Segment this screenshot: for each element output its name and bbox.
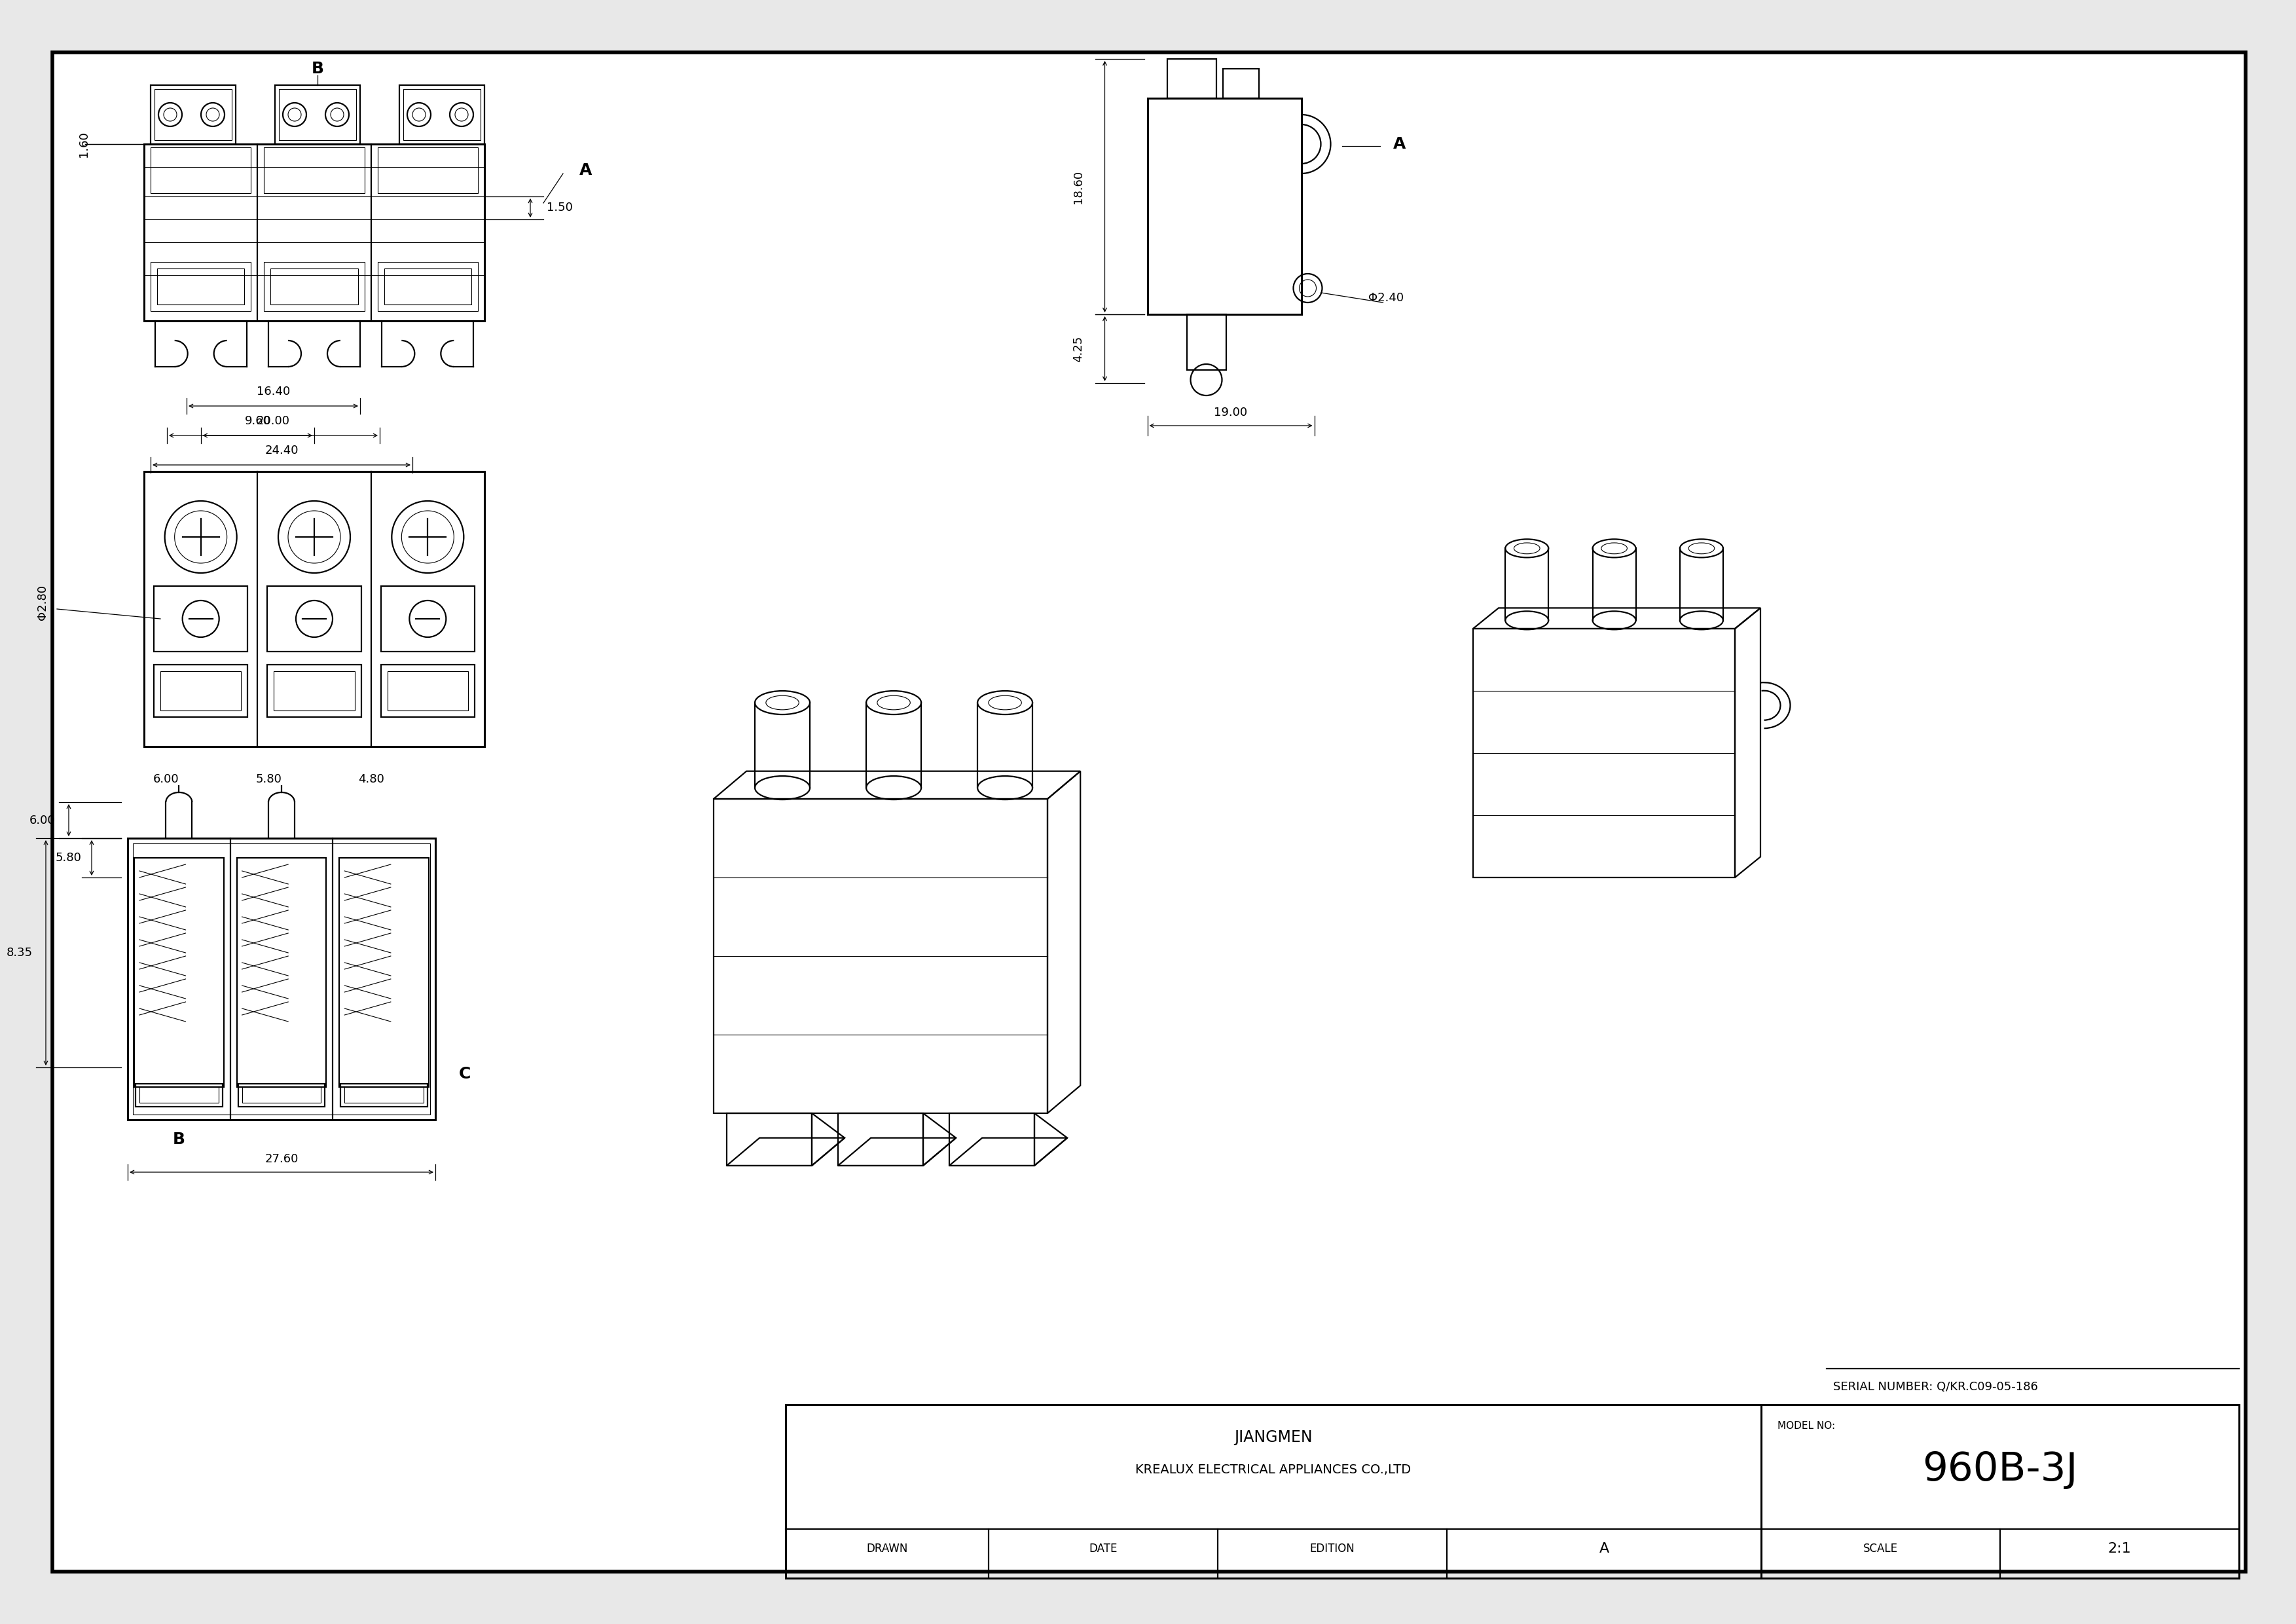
Bar [154, 586, 248, 651]
Bar [785, 1405, 2239, 1579]
Text: 24.40: 24.40 [264, 445, 298, 456]
Bar [236, 857, 326, 1086]
Text: EDITION: EDITION [1309, 1543, 1355, 1554]
Text: JIANGMEN: JIANGMEN [1235, 1429, 1313, 1445]
Text: A: A [1598, 1543, 1609, 1556]
Bar [271, 268, 358, 305]
Bar [239, 1083, 326, 1106]
Bar [388, 671, 468, 711]
Text: 1.50: 1.50 [546, 201, 572, 214]
Text: 2:1: 2:1 [2108, 1543, 2131, 1556]
Bar [381, 664, 475, 718]
Text: A: A [579, 162, 592, 179]
Bar [264, 261, 365, 312]
Bar [381, 586, 475, 651]
Bar [344, 1086, 422, 1103]
Text: 20.00: 20.00 [257, 416, 289, 427]
Bar [152, 84, 236, 145]
Text: A: A [1394, 136, 1405, 153]
Text: 6.00: 6.00 [30, 814, 55, 827]
Text: DRAWN: DRAWN [866, 1543, 907, 1554]
Text: DATE: DATE [1088, 1543, 1118, 1554]
Bar [383, 268, 471, 305]
Text: 1.60: 1.60 [78, 132, 90, 158]
Bar [266, 586, 360, 651]
Bar [135, 1083, 223, 1106]
Text: B: B [312, 60, 324, 76]
Text: 18.60: 18.60 [1072, 171, 1084, 203]
Text: 4.80: 4.80 [358, 773, 383, 784]
Bar [278, 89, 356, 140]
Bar [1224, 68, 1258, 97]
Text: 6.00: 6.00 [154, 773, 179, 784]
Bar [264, 148, 365, 193]
Text: 16.40: 16.40 [257, 387, 289, 398]
Bar [154, 89, 232, 140]
Bar [152, 148, 250, 193]
Text: 19.00: 19.00 [1215, 406, 1247, 419]
Bar [145, 471, 484, 747]
Bar [1166, 58, 1217, 97]
Text: 5.80: 5.80 [55, 853, 83, 864]
Text: 4.25: 4.25 [1072, 336, 1084, 362]
Bar [377, 261, 478, 312]
Text: MODEL NO:: MODEL NO: [1777, 1421, 1835, 1431]
Bar [154, 664, 248, 718]
Text: 960B-3J: 960B-3J [1922, 1450, 2078, 1489]
Text: SCALE: SCALE [1864, 1543, 1899, 1554]
Bar [1148, 97, 1302, 315]
Text: SERIAL NUMBER: Q/KR.C09-05-186: SERIAL NUMBER: Q/KR.C09-05-186 [1832, 1380, 2039, 1393]
Text: 5.80: 5.80 [255, 773, 282, 784]
Text: 27.60: 27.60 [264, 1153, 298, 1164]
Bar [156, 268, 243, 305]
Text: KREALUX ELECTRICAL APPLIANCES CO.,LTD: KREALUX ELECTRICAL APPLIANCES CO.,LTD [1137, 1463, 1412, 1476]
Text: C: C [459, 1065, 471, 1082]
Bar [266, 664, 360, 718]
Bar [1187, 315, 1226, 370]
Text: 8.35: 8.35 [7, 947, 32, 958]
Bar [340, 857, 429, 1086]
Bar [276, 84, 360, 145]
Bar [273, 671, 354, 711]
Bar [400, 84, 484, 145]
Bar [152, 261, 250, 312]
Bar [241, 1086, 321, 1103]
Bar [404, 89, 480, 140]
Bar [133, 843, 429, 1114]
Bar [129, 838, 436, 1121]
Text: B: B [172, 1132, 186, 1147]
Bar [340, 1083, 427, 1106]
Text: Φ2.80: Φ2.80 [37, 585, 48, 620]
Text: Φ2.40: Φ2.40 [1368, 292, 1405, 304]
Text: 9.60: 9.60 [243, 416, 271, 427]
Bar [161, 671, 241, 711]
Bar [133, 857, 223, 1086]
Bar [377, 148, 478, 193]
Bar [140, 1086, 218, 1103]
Bar [145, 145, 484, 322]
